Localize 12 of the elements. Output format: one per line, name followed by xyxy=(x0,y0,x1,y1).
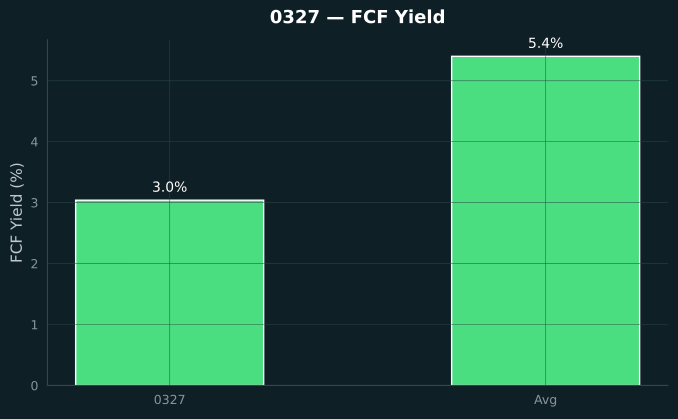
chart-title: 0327 — FCF Yield xyxy=(270,9,444,24)
x-tick-label: Avg xyxy=(534,394,556,407)
y-tick-label: 1 xyxy=(32,320,38,330)
y-tick-label: 4 xyxy=(31,137,38,146)
y-tick-label: 3 xyxy=(31,198,38,208)
y-tick-label: 2 xyxy=(31,259,38,268)
data-label: 3.0% xyxy=(153,181,187,192)
y-axis-title: FCF Yield (%) xyxy=(10,164,24,262)
y-tick-label: 0 xyxy=(31,380,38,390)
x-tick-label: 0327 xyxy=(154,394,184,404)
y-tick-label: 5 xyxy=(31,76,38,86)
data-label: 5.4% xyxy=(529,38,563,48)
